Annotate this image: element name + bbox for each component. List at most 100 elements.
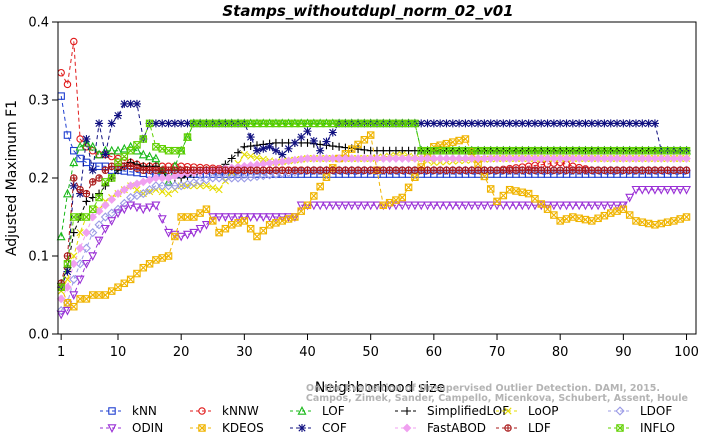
data-point xyxy=(378,154,388,163)
data-point xyxy=(587,119,596,128)
data-point xyxy=(132,179,142,189)
data-point xyxy=(151,201,161,211)
data-point xyxy=(107,217,117,226)
data-point xyxy=(145,175,154,185)
data-point xyxy=(272,166,280,174)
data-point xyxy=(631,185,641,195)
data-point xyxy=(562,119,571,128)
data-point xyxy=(650,154,660,163)
data-point xyxy=(322,173,331,181)
data-point xyxy=(682,146,691,155)
data-point xyxy=(69,228,78,237)
data-point xyxy=(297,133,306,142)
data-point xyxy=(133,141,141,149)
data-point xyxy=(619,205,628,213)
legend-label: SimplifiedLOF xyxy=(427,404,509,418)
data-point xyxy=(353,154,363,163)
data-point xyxy=(518,119,527,128)
data-point xyxy=(100,224,110,234)
data-point xyxy=(113,189,123,198)
data-point xyxy=(398,193,407,202)
data-point xyxy=(119,205,129,215)
x-tick-label: 60 xyxy=(426,345,443,360)
data-point xyxy=(132,203,142,213)
data-point xyxy=(656,154,666,163)
data-point xyxy=(468,166,476,174)
data-point xyxy=(632,166,640,174)
data-point xyxy=(221,177,229,185)
data-point xyxy=(247,152,255,160)
data-point xyxy=(493,119,502,128)
data-point xyxy=(441,201,451,211)
data-point xyxy=(473,154,483,163)
data-point xyxy=(182,230,192,240)
data-point xyxy=(524,166,533,174)
data-point xyxy=(95,174,103,182)
data-point xyxy=(271,213,281,223)
legend-item-knn: kNN xyxy=(100,404,157,418)
data-point xyxy=(309,154,319,163)
data-point xyxy=(316,182,324,191)
data-point xyxy=(404,166,413,174)
legend-label: COF xyxy=(322,421,347,434)
data-point xyxy=(234,148,243,157)
data-point xyxy=(581,154,590,163)
data-point xyxy=(556,217,564,225)
data-point xyxy=(252,213,262,223)
data-point xyxy=(63,131,72,139)
data-point xyxy=(619,166,628,174)
data-point xyxy=(171,166,179,174)
data-point xyxy=(543,119,552,128)
data-point xyxy=(498,154,508,163)
legend-item-kdeos: KDEOS xyxy=(190,421,264,434)
data-point xyxy=(335,142,344,151)
legend-item-lof: LOF xyxy=(290,404,345,418)
data-point xyxy=(473,201,483,211)
data-point xyxy=(119,143,129,153)
data-point xyxy=(404,154,413,163)
data-point xyxy=(56,294,66,304)
data-point xyxy=(575,119,584,128)
data-point xyxy=(429,119,438,128)
data-point xyxy=(120,279,129,288)
data-point xyxy=(461,154,470,163)
plot-area xyxy=(56,37,692,320)
data-point xyxy=(133,186,141,194)
data-point xyxy=(315,201,325,211)
legend-marker xyxy=(615,406,625,416)
data-point xyxy=(632,217,640,225)
data-point xyxy=(436,119,445,128)
data-point xyxy=(151,153,161,163)
data-point xyxy=(63,80,72,89)
data-point xyxy=(246,224,255,233)
data-point xyxy=(233,213,243,223)
data-point xyxy=(176,232,186,242)
data-point xyxy=(435,201,445,211)
legend-item-knnw: kNNW xyxy=(190,404,259,418)
data-point xyxy=(303,154,312,163)
data-point xyxy=(202,182,211,190)
x-tick-label: 20 xyxy=(173,345,190,360)
data-point xyxy=(265,213,275,223)
data-point xyxy=(631,154,641,163)
data-point xyxy=(253,166,261,174)
data-point xyxy=(246,142,255,151)
data-point xyxy=(555,201,565,211)
data-point xyxy=(448,154,458,163)
data-point xyxy=(177,166,185,174)
data-point xyxy=(392,166,400,174)
x-axis: 1 10 20 30 40 50 60 70 80 90 100 xyxy=(57,334,699,360)
data-point xyxy=(107,287,116,295)
data-point xyxy=(82,189,91,198)
data-point xyxy=(215,166,223,174)
legend-label: INFLO xyxy=(640,421,675,434)
x-tick-label: 1 xyxy=(57,345,65,360)
legend-marker xyxy=(297,405,307,415)
data-point xyxy=(449,138,457,146)
data-point xyxy=(246,133,255,142)
data-point xyxy=(240,142,249,151)
data-point xyxy=(568,201,578,211)
data-point xyxy=(157,215,167,224)
legend-label: LOF xyxy=(322,404,345,418)
data-point xyxy=(297,207,305,215)
